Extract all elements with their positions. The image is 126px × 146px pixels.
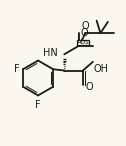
Text: F: F <box>35 100 41 110</box>
Text: O: O <box>80 28 88 38</box>
Text: OH: OH <box>93 64 108 74</box>
Text: HN: HN <box>43 48 57 58</box>
Text: F: F <box>14 64 20 74</box>
FancyBboxPatch shape <box>77 40 89 45</box>
Text: Abs: Abs <box>77 39 89 45</box>
Text: O: O <box>85 82 93 92</box>
Text: O: O <box>82 21 89 31</box>
